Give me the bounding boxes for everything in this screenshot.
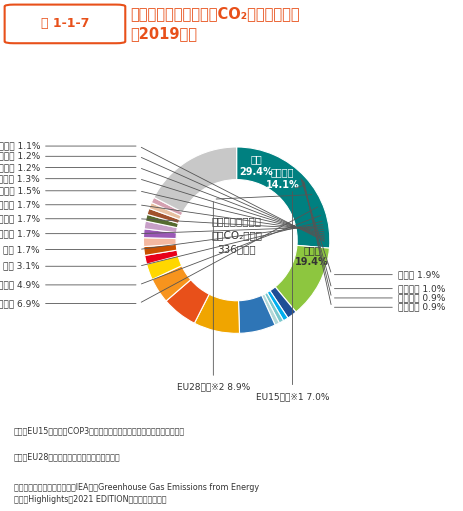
- Text: 資料：国際エネルギー機関（IEA）「Greenhouse Gas Emissions from Energy
　　　Highlights」2021 EDITIO: 資料：国際エネルギー機関（IEA）「Greenhouse Gas Emissio…: [14, 483, 258, 504]
- Text: インドネシア 1.7%: インドネシア 1.7%: [0, 214, 40, 223]
- Text: ロシア 4.9%: ロシア 4.9%: [0, 281, 40, 289]
- Text: ブラジル 1.2%: ブラジル 1.2%: [0, 152, 40, 161]
- Wedge shape: [143, 238, 176, 247]
- Wedge shape: [152, 266, 190, 301]
- Text: 注１：EU15か国は、COP3（京都会議）開催時点での加盟国数である。: 注１：EU15か国は、COP3（京都会議）開催時点での加盟国数である。: [14, 427, 185, 436]
- Wedge shape: [269, 287, 295, 318]
- Text: インド 6.9%: インド 6.9%: [0, 299, 40, 308]
- Text: 中国
29.4%: 中国 29.4%: [239, 155, 272, 177]
- Text: フランス 0.9%: フランス 0.9%: [397, 303, 444, 312]
- Text: ２：EU28か国には、イギリスが含まれる。: ２：EU28か国には、イギリスが含まれる。: [14, 453, 120, 461]
- Wedge shape: [236, 147, 329, 248]
- Text: アメリカ
14.1%: アメリカ 14.1%: [265, 167, 299, 190]
- Text: ドイツ 1.9%: ドイツ 1.9%: [397, 270, 439, 279]
- Wedge shape: [143, 229, 176, 239]
- FancyBboxPatch shape: [5, 5, 125, 43]
- Wedge shape: [261, 294, 279, 325]
- Text: イギリス 1.0%: イギリス 1.0%: [397, 284, 444, 293]
- Text: メキシコ 1.2%: メキシコ 1.2%: [0, 163, 40, 172]
- Wedge shape: [154, 147, 236, 213]
- Text: カナダ 1.7%: カナダ 1.7%: [0, 200, 40, 210]
- Text: 図 1-1-7: 図 1-1-7: [41, 17, 89, 31]
- Text: 日本 3.1%: 日本 3.1%: [3, 262, 40, 271]
- Wedge shape: [149, 202, 181, 220]
- Wedge shape: [264, 292, 283, 323]
- Text: オーストラリア 1.1%: オーストラリア 1.1%: [0, 142, 40, 151]
- Wedge shape: [238, 295, 275, 333]
- Wedge shape: [146, 256, 181, 280]
- Text: EU28か国※2 8.9%: EU28か国※2 8.9%: [176, 383, 250, 392]
- Text: EU15か国※1 7.0%: EU15か国※1 7.0%: [255, 392, 329, 401]
- Text: イラン 1.7%: イラン 1.7%: [0, 229, 40, 238]
- Text: イタリア 0.9%: イタリア 0.9%: [397, 293, 444, 303]
- Text: 世界のエネルギー起源CO₂の国別排出量
（2019年）: 世界のエネルギー起源CO₂の国別排出量 （2019年）: [130, 7, 299, 41]
- Text: 南アフリカ 1.3%: 南アフリカ 1.3%: [0, 174, 40, 183]
- Text: サウジアラビア 1.5%: サウジアラビア 1.5%: [0, 187, 40, 195]
- Wedge shape: [194, 294, 239, 333]
- Wedge shape: [145, 215, 178, 228]
- Wedge shape: [144, 250, 178, 264]
- Wedge shape: [151, 197, 182, 216]
- Wedge shape: [267, 291, 288, 321]
- Wedge shape: [147, 208, 179, 223]
- Text: 韓国 1.7%: 韓国 1.7%: [3, 245, 40, 254]
- Wedge shape: [144, 221, 177, 233]
- Text: その他
19.4%: その他 19.4%: [294, 245, 328, 267]
- Text: 世界のエネルギー
起源CO₂排出量
336億トン: 世界のエネルギー 起源CO₂排出量 336億トン: [211, 217, 262, 254]
- Wedge shape: [275, 245, 329, 312]
- Wedge shape: [144, 244, 176, 256]
- Wedge shape: [166, 280, 209, 323]
